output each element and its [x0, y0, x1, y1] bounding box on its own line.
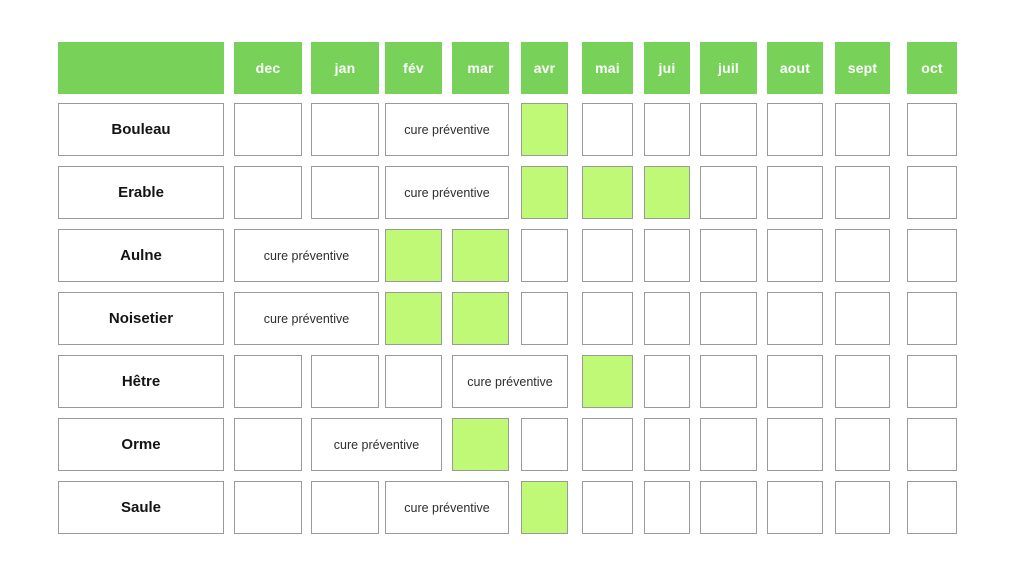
- cure-preventive-cell: cure préventive: [311, 418, 442, 471]
- empty-month-cell: [835, 481, 890, 534]
- empty-month-cell: [644, 103, 690, 156]
- empty-month-cell: [521, 229, 568, 282]
- empty-month-cell: [234, 481, 302, 534]
- cure-preventive-cell: cure préventive: [234, 229, 379, 282]
- empty-month-cell: [767, 229, 823, 282]
- empty-month-cell: [311, 481, 379, 534]
- empty-month-cell: [767, 355, 823, 408]
- month-header-10: oct: [907, 42, 957, 94]
- empty-month-cell: [234, 418, 302, 471]
- active-month-cell: [521, 103, 568, 156]
- cure-preventive-cell: cure préventive: [385, 103, 509, 156]
- active-month-cell: [452, 292, 509, 345]
- empty-month-cell: [835, 229, 890, 282]
- empty-month-cell: [767, 166, 823, 219]
- month-header-6: jui: [644, 42, 690, 94]
- active-month-cell: [644, 166, 690, 219]
- empty-month-cell: [907, 481, 957, 534]
- empty-month-cell: [582, 103, 633, 156]
- empty-month-cell: [385, 355, 442, 408]
- empty-month-cell: [234, 355, 302, 408]
- active-month-cell: [521, 481, 568, 534]
- tree-name-cell: Hêtre: [58, 355, 224, 408]
- month-header-9: sept: [835, 42, 890, 94]
- empty-month-cell: [700, 166, 757, 219]
- cure-preventive-cell: cure préventive: [234, 292, 379, 345]
- empty-month-cell: [907, 103, 957, 156]
- active-month-cell: [521, 166, 568, 219]
- active-month-cell: [452, 229, 509, 282]
- empty-month-cell: [234, 166, 302, 219]
- header-corner-cell: [58, 42, 224, 94]
- month-header-1: jan: [311, 42, 379, 94]
- empty-month-cell: [700, 481, 757, 534]
- empty-month-cell: [907, 229, 957, 282]
- active-month-cell: [385, 229, 442, 282]
- empty-month-cell: [644, 481, 690, 534]
- empty-month-cell: [521, 418, 568, 471]
- tree-name-cell: Bouleau: [58, 103, 224, 156]
- empty-month-cell: [644, 292, 690, 345]
- empty-month-cell: [767, 481, 823, 534]
- month-header-7: juil: [700, 42, 757, 94]
- empty-month-cell: [767, 292, 823, 345]
- empty-month-cell: [234, 103, 302, 156]
- empty-month-cell: [907, 418, 957, 471]
- month-header-8: aout: [767, 42, 823, 94]
- cure-preventive-cell: cure préventive: [385, 166, 509, 219]
- empty-month-cell: [767, 418, 823, 471]
- month-header-0: dec: [234, 42, 302, 94]
- empty-month-cell: [835, 292, 890, 345]
- empty-month-cell: [644, 355, 690, 408]
- empty-month-cell: [311, 103, 379, 156]
- month-header-5: mai: [582, 42, 633, 94]
- empty-month-cell: [311, 355, 379, 408]
- tree-name-cell: Aulne: [58, 229, 224, 282]
- empty-month-cell: [835, 166, 890, 219]
- active-month-cell: [385, 292, 442, 345]
- active-month-cell: [452, 418, 509, 471]
- empty-month-cell: [521, 292, 568, 345]
- empty-month-cell: [907, 355, 957, 408]
- cure-preventive-cell: cure préventive: [385, 481, 509, 534]
- tree-name-cell: Noisetier: [58, 292, 224, 345]
- empty-month-cell: [835, 355, 890, 408]
- empty-month-cell: [700, 355, 757, 408]
- empty-month-cell: [582, 418, 633, 471]
- empty-month-cell: [644, 418, 690, 471]
- empty-month-cell: [582, 481, 633, 534]
- empty-month-cell: [835, 103, 890, 156]
- active-month-cell: [582, 166, 633, 219]
- month-header-2: fév: [385, 42, 442, 94]
- empty-month-cell: [767, 103, 823, 156]
- empty-month-cell: [582, 229, 633, 282]
- tree-name-cell: Saule: [58, 481, 224, 534]
- month-header-4: avr: [521, 42, 568, 94]
- empty-month-cell: [311, 166, 379, 219]
- empty-month-cell: [835, 418, 890, 471]
- empty-month-cell: [582, 292, 633, 345]
- empty-month-cell: [907, 166, 957, 219]
- empty-month-cell: [700, 229, 757, 282]
- month-header-3: mar: [452, 42, 509, 94]
- empty-month-cell: [907, 292, 957, 345]
- tree-name-cell: Orme: [58, 418, 224, 471]
- empty-month-cell: [700, 418, 757, 471]
- empty-month-cell: [700, 292, 757, 345]
- cure-preventive-cell: cure préventive: [452, 355, 568, 408]
- empty-month-cell: [700, 103, 757, 156]
- active-month-cell: [582, 355, 633, 408]
- tree-name-cell: Erable: [58, 166, 224, 219]
- empty-month-cell: [644, 229, 690, 282]
